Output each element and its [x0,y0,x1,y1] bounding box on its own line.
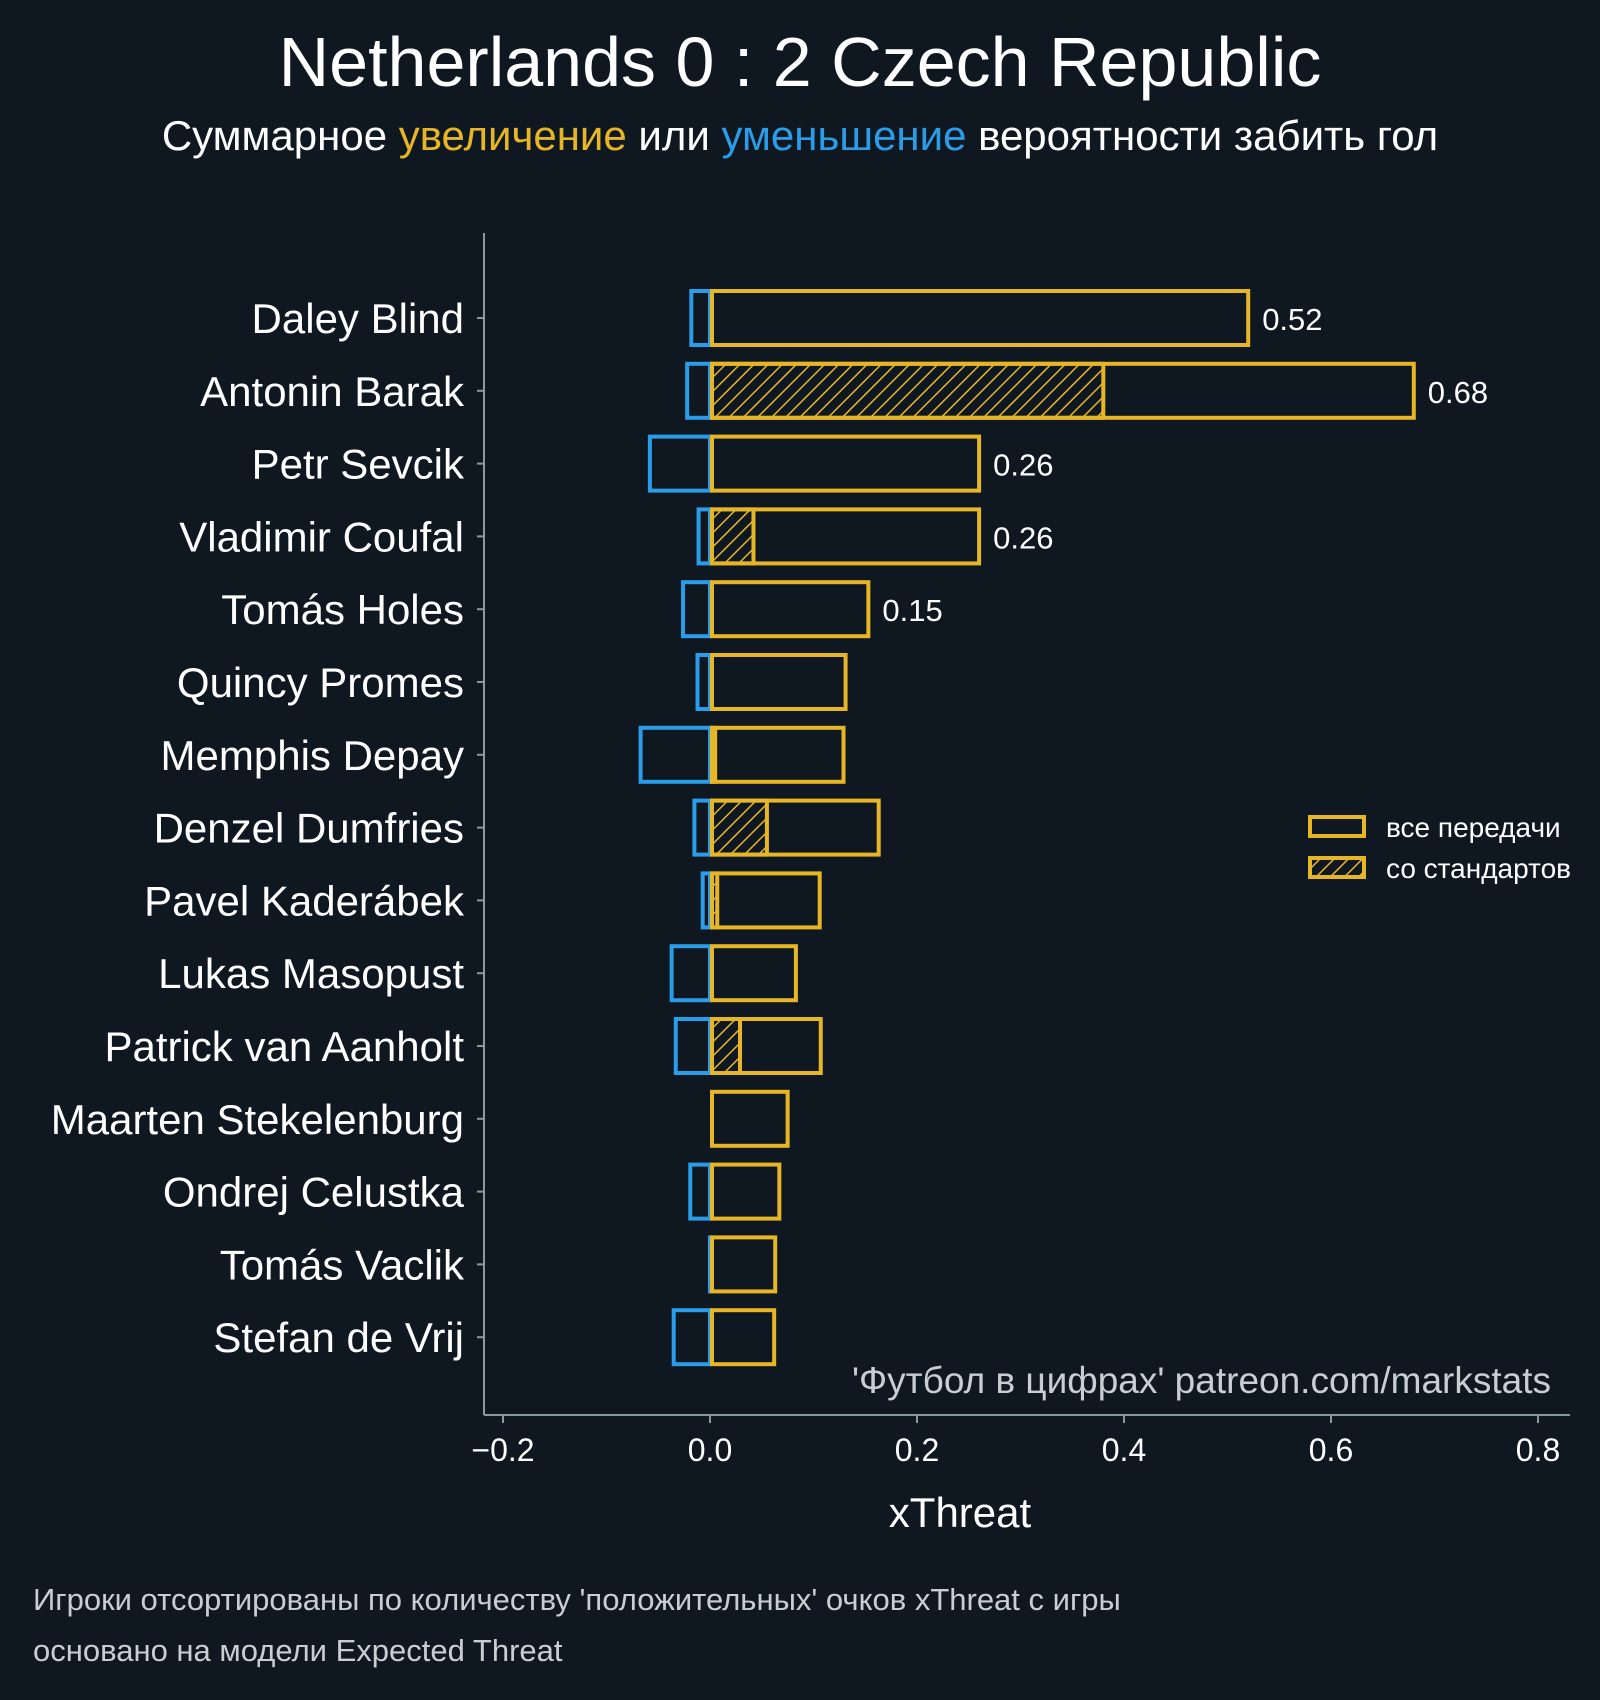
chart-title: Netherlands 0 : 2 Czech Republic [278,23,1322,101]
bar-negative [638,725,713,784]
bar-negative [689,289,712,347]
bar-negative [692,798,713,857]
bar-row [692,798,881,857]
x-tick-label: 0.4 [1102,1432,1146,1468]
y-tick-label: Tomás Vaclik [220,1241,465,1288]
y-tick-label: Daley Blind [252,295,464,342]
subtitle-decrease: уменьшение [721,112,967,159]
watermark: 'Футбол в цифрах' patreon.com/markstats [852,1360,1551,1401]
bar-row [638,725,846,784]
y-tick-label: Patrick van Aanholt [104,1023,464,1070]
bar-all-passes [710,361,1416,420]
bars-group: 0.52 0.68 0.26 0.26 0.15 [638,289,1488,1367]
y-tick-label: Pavel Kaderábek [144,877,465,924]
data-label: 0.52 [1262,302,1322,337]
bar-row [688,1162,782,1221]
bar-all-passes [710,725,846,784]
legend-swatch-all-passes [1308,815,1366,838]
bar-all-passes [710,1235,778,1294]
x-tick-label: −0.2 [471,1432,534,1468]
bar-set-pieces [710,1017,743,1075]
bar-negative [673,1017,713,1075]
bar-row [669,944,798,1003]
chart-subtitle: Суммарное увеличение или уменьшение веро… [0,112,1600,160]
bar-row [707,1235,778,1294]
data-label: 0.26 [993,520,1053,555]
legend: все передачи со стандартов [1308,812,1571,884]
y-tick-label: Memphis Depay [161,732,464,779]
x-tick-label: 0.0 [688,1432,732,1468]
x-tick-label: 0.2 [895,1432,939,1468]
bar-all-passes [710,507,982,566]
legend-label-set-pieces: со стандартов [1386,853,1571,884]
subtitle-part2: или [626,112,722,159]
data-label: 0.68 [1428,375,1488,410]
bar-negative [681,580,713,639]
x-axis-label: xThreat [889,1489,1032,1536]
bar-row: 0.68 [685,361,1488,420]
x-tick-label: 0.6 [1309,1432,1353,1468]
y-tick-label: Denzel Dumfries [154,805,464,852]
bar-row: 0.26 [696,507,1053,566]
bar-all-passes [710,434,982,493]
bar-negative [671,1308,713,1367]
footer-note-model: основано на модели Expected Threat [33,1633,563,1668]
y-tick-label: Stefan de Vrij [213,1314,464,1361]
bar-row [700,871,822,930]
y-tick-label: Ondrej Celustka [163,1169,465,1216]
bar-all-passes [710,1162,782,1221]
bar-row [695,653,848,711]
bar-row: 0.15 [681,580,943,639]
y-tick-label: Vladimir Coufal [179,513,464,560]
y-tick-label: Tomás Holes [221,586,464,633]
bar-row [710,1089,790,1148]
bar-all-passes [710,1308,777,1367]
bar-all-passes [710,289,1251,347]
bar-negative [696,507,712,566]
bar-row [671,1308,777,1367]
legend-label-all-passes: все передачи [1386,812,1561,843]
bar-set-pieces [710,507,756,566]
axes-group: Daley Blind Antonin Barak Petr Sevcik Vladi… [51,233,1570,1468]
bar-all-passes [710,944,798,1003]
bar-all-passes [710,871,822,930]
bar-negative [688,1162,713,1221]
bar-chart: 0.52 0.68 0.26 0.26 0.15 Daley Blind Antonin … [51,233,1571,1536]
bar-all-passes [710,798,881,857]
bar-negative [669,944,713,1003]
bar-all-passes [710,1089,790,1148]
bar-negative [647,434,713,493]
legend-swatch-set-pieces [1308,856,1366,879]
data-label: 0.15 [882,593,942,628]
bar-negative [685,361,712,420]
subtitle-part3: вероятности забить гол [966,112,1439,159]
y-tick-label: Petr Sevcik [252,441,465,488]
y-tick-label: Lukas Masopust [158,950,464,997]
bar-set-pieces [710,798,769,857]
bar-negative [700,871,712,930]
y-tick-label: Maarten Stekelenburg [51,1096,464,1143]
data-label: 0.26 [993,448,1053,483]
bar-negative [695,653,713,711]
bar-all-passes [710,1017,823,1075]
y-tick-label: Quincy Promes [177,659,464,706]
y-tick-label: Antonin Barak [200,368,465,415]
x-tick-label: 0.8 [1516,1432,1560,1468]
footer-note-sorting: Игроки отсортированы по количеству 'поло… [33,1582,1121,1617]
bar-all-passes [710,580,871,639]
subtitle-part1: Суммарное [161,112,399,159]
bar-row: 0.26 [647,434,1053,493]
bar-all-passes [710,653,848,711]
bar-row [673,1017,823,1075]
bar-set-pieces [710,361,1106,420]
subtitle-increase: увеличение [398,112,627,159]
bar-row: 0.52 [689,289,1323,347]
